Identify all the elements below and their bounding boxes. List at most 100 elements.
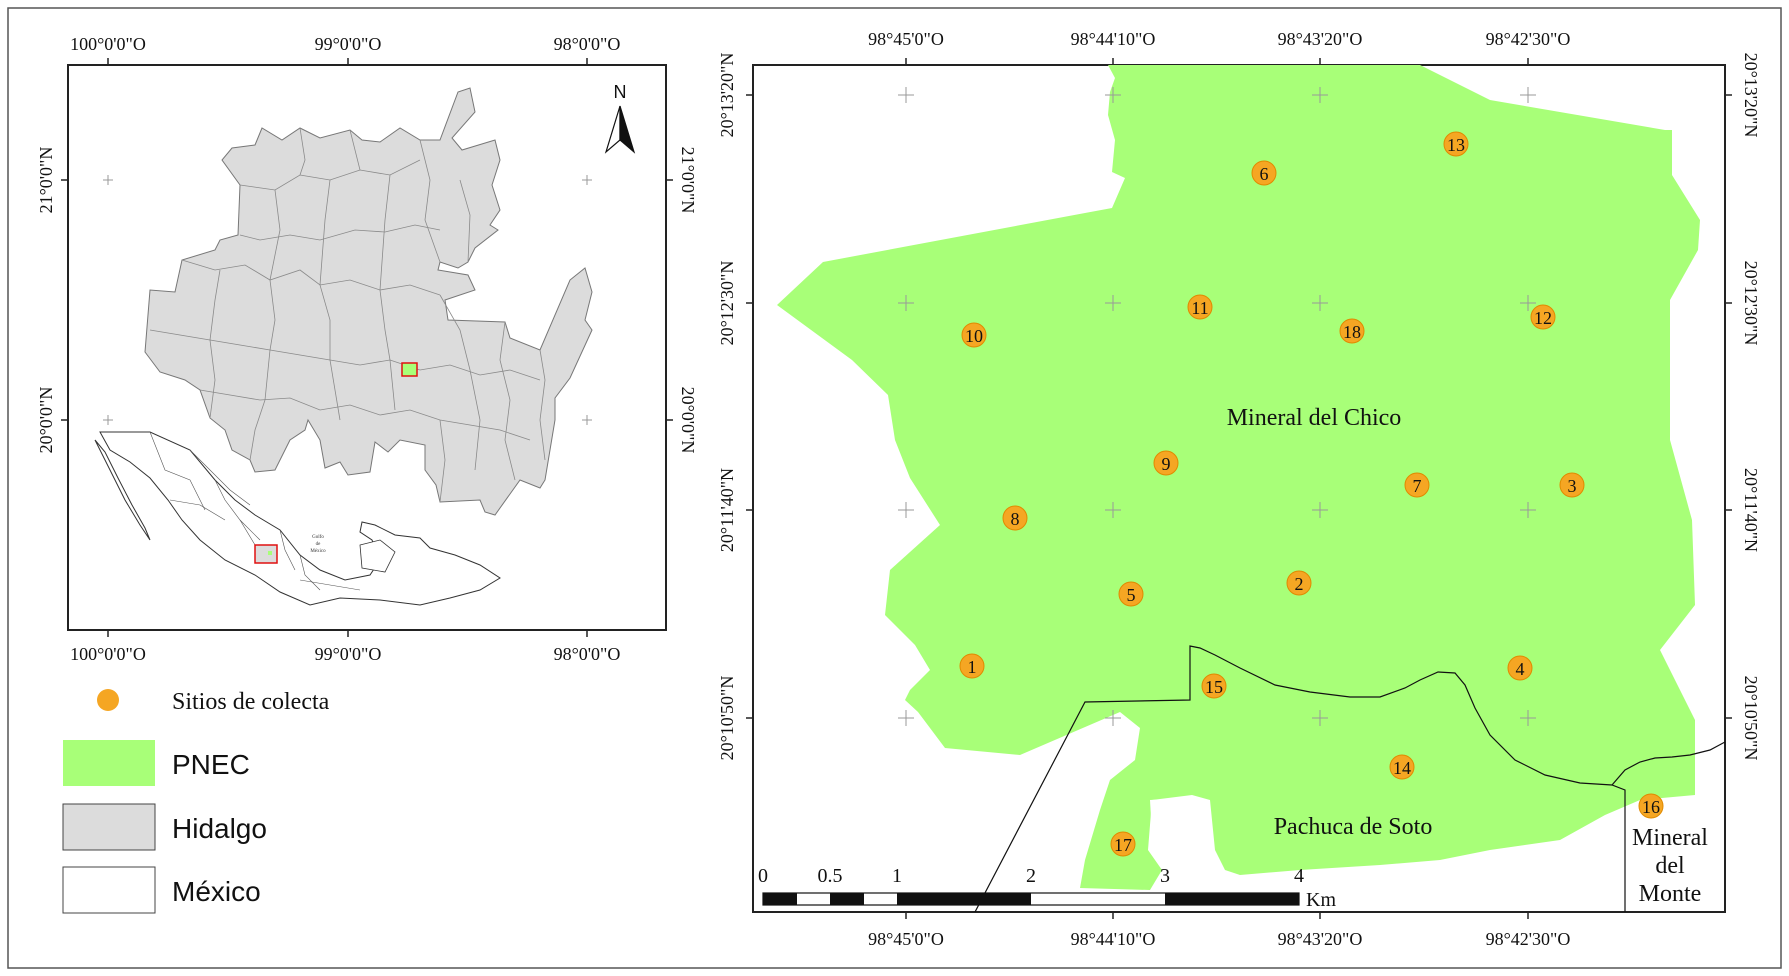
municipal-lines [974,645,1725,912]
legend-site-symbol [97,689,119,711]
inset-ticks [61,58,673,637]
inset-map: Golfo de México N 100°0'0"O 99°0'0"O 98°… [36,34,698,664]
inset-left-tick-1: 21°0'0"N [36,147,56,214]
inset-bottom-tick-2: 99°0'0"O [315,644,382,664]
site-4: 4 [1507,655,1533,681]
site-14: 14 [1389,754,1415,780]
legend: Sitios de colecta PNEC Hidalgo México [62,689,330,914]
scale-unit: Km [1306,889,1336,911]
site-label: 11 [1191,298,1208,318]
main-left-tick-2: 20°12'30"N [717,261,737,346]
main-bottom-tick-4: 98°42'30"O [1486,929,1571,949]
main-right-tick-1: 20°13'20"N [1741,53,1761,138]
scale-label-2: 2 [1026,865,1036,887]
site-label: 1 [968,657,977,677]
scale-label-4: 4 [1294,865,1304,887]
main-right-tick-2: 20°12'30"N [1741,261,1761,346]
site-8: 8 [1002,505,1028,531]
hidalgo-state [144,87,593,516]
scale-label-3: 3 [1160,865,1170,887]
main-top-tick-3: 98°43'20"O [1278,29,1363,49]
pnec-area [777,65,1700,890]
main-map: Mineral del Chico Pachuca de Soto Minera… [717,29,1761,949]
main-ticks [746,58,1732,919]
main-left-tick-3: 20°11'40"N [717,468,737,552]
legend-mexico-swatch [62,866,156,914]
site-label: 10 [965,326,983,346]
main-top-tick-1: 98°45'0"O [868,29,944,49]
inset-top-tick-3: 98°0'0"O [554,34,621,54]
main-left-tick-4: 20°10'50"N [717,676,737,761]
gulf-label-3: México [310,549,326,554]
legend-sites-label: Sitios de colecta [172,689,330,715]
site-18: 18 [1339,318,1365,344]
scale-label-1: 1 [892,865,902,887]
inset-left-tick-2: 20°0'0"N [36,387,56,454]
place-mineral-del-monte-3: Monte [1639,881,1702,907]
site-label: 5 [1127,585,1136,605]
main-bottom-tick-3: 98°43'20"O [1278,929,1363,949]
main-bottom-tick-2: 98°44'10"O [1071,929,1156,949]
site-2: 2 [1286,570,1312,596]
baja-california [94,439,151,541]
collection-sites: 1 2 3 4 5 6 7 8 9 10 11 12 13 14 15 16 1… [959,131,1664,857]
site-label: 18 [1343,322,1361,342]
legend-mexico-label: México [172,876,261,907]
site-15: 15 [1201,673,1227,699]
municipal-boundaries [149,127,546,503]
main-right-tick-3: 20°11'40"N [1741,468,1761,552]
site-6: 6 [1251,160,1277,186]
site-12: 12 [1530,304,1556,330]
inset-top-tick-2: 99°0'0"O [315,34,382,54]
inset-right-tick-2: 20°0'0"N [678,387,698,454]
inset-grid-crosses [103,175,592,425]
mexico-outline [99,431,501,606]
pnec-gap [1150,798,1205,865]
north-arrow-icon: N [604,82,636,154]
site-label: 15 [1205,677,1223,697]
site-9: 9 [1153,450,1179,476]
site-16: 16 [1638,793,1664,819]
main-top-tick-4: 98°42'30"O [1486,29,1571,49]
site-10: 10 [961,322,987,348]
place-mineral-del-monte-2: del [1655,853,1685,879]
site-label: 3 [1568,476,1577,496]
main-left-tick-1: 20°13'20"N [717,53,737,138]
inset-study-dot [268,551,272,555]
site-label: 6 [1260,164,1269,184]
inset-bottom-tick-1: 100°0'0"O [70,644,146,664]
inset-hidalgo-highlight [254,544,278,564]
north-label: N [614,82,627,102]
site-7: 7 [1404,472,1430,498]
site-1: 1 [959,653,985,679]
site-label: 9 [1162,454,1171,474]
site-label: 2 [1295,574,1304,594]
site-5: 5 [1118,581,1144,607]
site-label: 17 [1114,835,1132,855]
inset-right-tick-1: 21°0'0"N [678,147,698,214]
site-label: 7 [1413,476,1422,496]
site-label: 13 [1447,135,1465,155]
place-mineral-del-monte-1: Mineral [1632,825,1708,851]
site-label: 4 [1516,659,1525,679]
legend-hidalgo-label: Hidalgo [172,813,267,844]
inset-bottom-tick-3: 98°0'0"O [554,644,621,664]
gulf-label-2: de [316,542,322,547]
main-bottom-tick-1: 98°45'0"O [868,929,944,949]
main-grid-crosses [898,87,1536,726]
site-17: 17 [1110,831,1136,857]
site-11: 11 [1187,294,1213,320]
scale-label-0-5: 0.5 [818,865,843,887]
legend-pnec-swatch [63,740,155,786]
legend-hidalgo-swatch [62,803,156,851]
scale-label-0: 0 [758,865,768,887]
site-13: 13 [1443,131,1469,157]
inset-top-tick-1: 100°0'0"O [70,34,146,54]
main-top-tick-2: 98°44'10"O [1071,29,1156,49]
site-label: 14 [1393,758,1411,778]
scale-bar: 0 0.5 1 2 3 4 Km [758,865,1336,911]
place-mineral-del-chico: Mineral del Chico [1227,405,1402,431]
place-pachuca-de-soto: Pachuca de Soto [1274,814,1433,840]
site-label: 16 [1642,797,1660,817]
legend-pnec-label: PNEC [172,749,250,780]
